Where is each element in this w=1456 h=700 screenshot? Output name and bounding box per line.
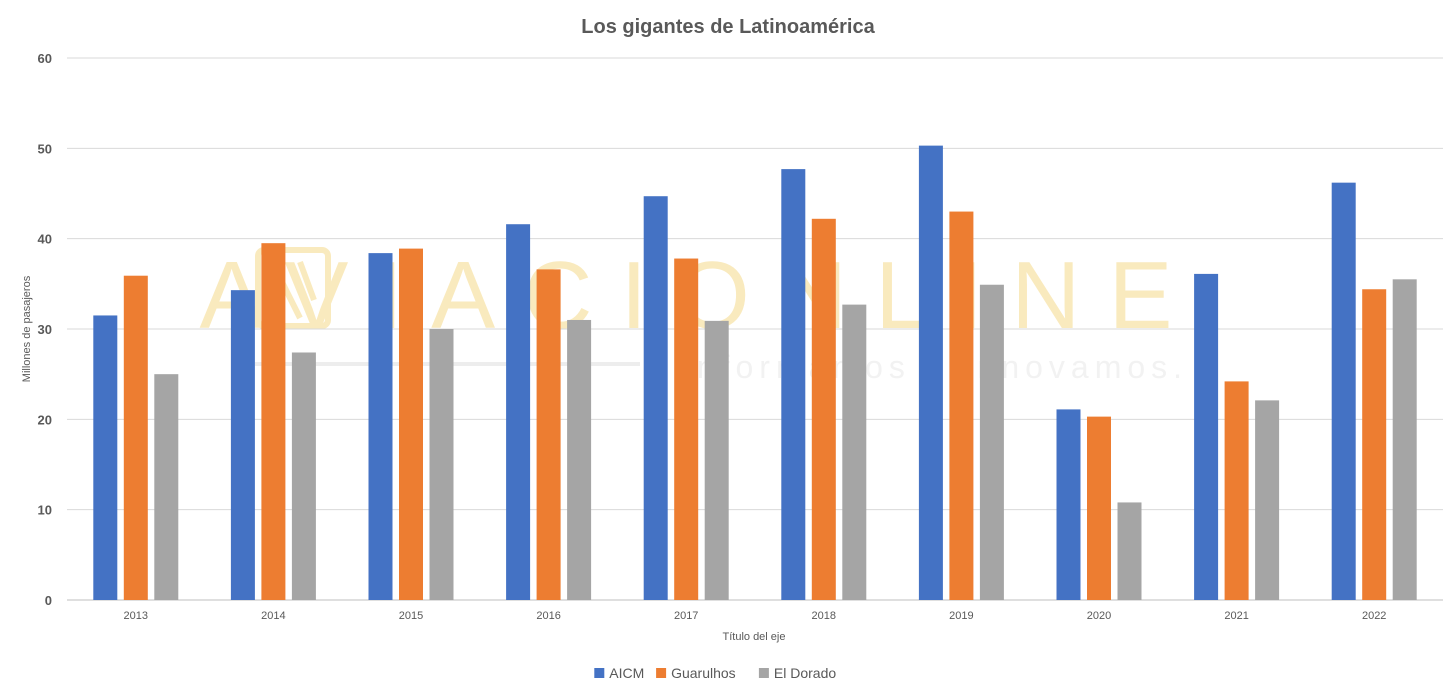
bar-guarulhos	[1362, 289, 1387, 600]
x-tick-label: 2014	[261, 610, 285, 622]
bar-el-dorado	[1392, 279, 1417, 600]
x-tick-label: 2015	[399, 610, 423, 622]
bar-aicm	[1056, 409, 1081, 600]
legend-label-guarulhos: Guarulhos	[671, 665, 736, 681]
bar-aicm	[93, 315, 118, 600]
bar-aicm	[230, 290, 255, 600]
bar-guarulhos	[811, 218, 836, 600]
x-tick-label: 2017	[674, 610, 698, 622]
x-tick-label: 2019	[949, 610, 973, 622]
x-tick-label: 2018	[812, 610, 836, 622]
legend: AICM Guarulhos El Dorado	[594, 665, 836, 681]
legend-swatch-guarulhos	[656, 668, 667, 678]
bar-el-dorado	[1117, 502, 1142, 600]
y-tick-label: 60	[38, 51, 52, 66]
y-tick-label: 30	[38, 322, 52, 337]
x-axis-label: Título del eje	[723, 631, 786, 643]
bar-el-dorado	[567, 319, 592, 600]
y-tick-label: 20	[38, 412, 52, 427]
bar-guarulhos	[261, 243, 286, 600]
x-tick-label: 2013	[124, 610, 148, 622]
bar-guarulhos	[674, 258, 699, 600]
bar-guarulhos	[536, 269, 561, 600]
legend-swatch-aicm	[594, 668, 605, 678]
bar-aicm	[368, 253, 393, 600]
y-tick-label: 50	[38, 141, 52, 156]
chart-title: Los gigantes de Latinoamérica	[581, 16, 875, 38]
y-axis-ticks: 0 10 20 30 40 50 60	[38, 51, 52, 608]
legend-swatch-el-dorado	[758, 668, 769, 678]
legend-label-el-dorado: El Dorado	[774, 665, 836, 681]
bar-aicm	[643, 196, 668, 600]
bar-guarulhos	[123, 275, 148, 600]
bar-aicm	[506, 224, 531, 601]
watermark-title: AVIACIONLINE	[199, 242, 1200, 349]
bar-guarulhos	[1224, 381, 1249, 600]
y-axis-label: Millones de pasajeros	[21, 275, 33, 382]
x-axis-ticks: 2013 2014 2015 2016 2017 2018 2019 2020 2021 2022	[124, 610, 1387, 622]
x-tick-label: 2020	[1087, 610, 1111, 622]
bar-guarulhos	[399, 248, 423, 600]
bar-el-dorado	[842, 304, 867, 600]
bar-el-dorado	[429, 329, 454, 600]
bar-guarulhos	[949, 211, 974, 601]
y-tick-label: 40	[38, 232, 52, 247]
legend-label-aicm: AICM	[609, 665, 644, 681]
bar-aicm	[1194, 273, 1219, 600]
watermark: AVIACIONLINE Informamos y Innovamos.	[199, 242, 1200, 385]
bars	[93, 145, 1417, 601]
x-tick-label: 2022	[1362, 610, 1386, 622]
bar-el-dorado	[1255, 400, 1280, 600]
bar-aicm	[1331, 182, 1356, 600]
bar-el-dorado	[704, 320, 729, 600]
x-tick-label: 2021	[1224, 610, 1248, 622]
x-tick-label: 2016	[536, 610, 560, 622]
bar-el-dorado	[154, 374, 179, 600]
bar-guarulhos	[1087, 416, 1111, 600]
bar-el-dorado	[291, 352, 316, 600]
y-tick-label: 10	[38, 503, 52, 518]
y-tick-label: 0	[45, 593, 52, 608]
bar-aicm	[918, 145, 943, 600]
bar-el-dorado	[979, 284, 1004, 600]
bar-aicm	[781, 169, 806, 601]
